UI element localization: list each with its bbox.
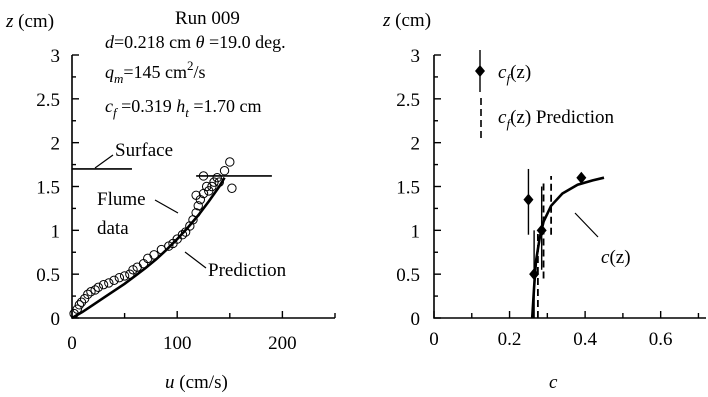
surface-label: Surface	[115, 140, 173, 161]
left-y-tick-label: 0	[51, 309, 61, 330]
left-axes: 0 0.5 1 1.5 2 2.5 3 0 100 200	[36, 46, 336, 354]
prediction-curve	[71, 177, 226, 320]
flume-data-point	[76, 297, 87, 307]
flume-data-point	[98, 279, 109, 290]
right-chart: z (cm) 0 0.5 1 1.5 2 2.5 3 0 0.2 0.4 0.6 c cf(z) c…	[382, 10, 706, 393]
flume-data-point	[149, 250, 159, 260]
prediction-pointer	[184, 251, 207, 269]
flume-data-point	[109, 275, 119, 286]
legend-predicted-label: cf(z) Prediction	[498, 107, 615, 131]
left-axis-frame	[71, 55, 335, 319]
right-y-tick-label: 2.5	[396, 90, 420, 111]
flume-data-point	[185, 221, 195, 231]
cf-data-point	[576, 171, 587, 184]
flume-data-point	[191, 190, 201, 200]
flume-data-point	[212, 173, 222, 183]
run-title: Run 009	[175, 8, 240, 29]
flume-label-1: Flume	[97, 189, 146, 210]
flume-data-point	[198, 171, 209, 181]
right-y-tick-label: 0	[411, 309, 421, 330]
right-legend: cf(z) cf(z) Prediction	[475, 50, 615, 138]
right-y-axis-label: z (cm)	[382, 10, 431, 31]
right-x-axis-label: c	[549, 372, 558, 393]
cf-data-point	[523, 193, 534, 206]
flume-data-point	[114, 272, 125, 283]
flume-data-point	[177, 230, 188, 240]
right-axes: 0 0.5 1 1.5 2 2.5 3 0 0.2 0.4 0.6	[396, 46, 706, 350]
surface-pointer	[94, 154, 114, 169]
left-x-tick-label: 0	[67, 333, 77, 354]
left-chart: z (cm) Run 009 d=0.218 cm θ =19.0 deg. q…	[5, 8, 336, 393]
cf-data-point	[529, 268, 540, 281]
left-plot-area	[69, 157, 272, 320]
right-x-tick-label: 0.2	[498, 329, 522, 350]
flume-data-point	[74, 300, 85, 310]
curve-label: c(z)	[601, 247, 631, 268]
flume-data-point	[201, 181, 212, 192]
info-d-theta: d=0.218 cm θ =19.0 deg.	[105, 32, 286, 52]
right-y-tick-label: 1.5	[396, 178, 420, 199]
flume-data-point	[227, 183, 237, 193]
left-y-tick-label: 3	[51, 46, 61, 67]
left-y-tick-label: 2	[51, 134, 61, 155]
flume-data-point	[143, 253, 153, 264]
left-info-block: Run 009 d=0.218 cm θ =19.0 deg. qm=145 c…	[105, 8, 286, 120]
right-x-tick-label: 0.6	[649, 329, 673, 350]
right-plot-area	[523, 168, 605, 319]
left-annotations: Surface Flume data Prediction	[94, 140, 287, 281]
flume-data-point	[93, 282, 104, 293]
left-y-tick-label: 0.5	[36, 265, 60, 286]
info-cf-ht: cf =0.319 ht =1.70 cm	[105, 96, 262, 120]
left-x-tick-label: 100	[163, 333, 192, 354]
right-x-tick-label: 0	[429, 329, 439, 350]
left-y-tick-label: 2.5	[36, 90, 60, 111]
flume-pointer	[154, 199, 179, 214]
flume-data-point	[193, 201, 203, 211]
info-qm: qm=145 cm2/s	[105, 58, 206, 86]
flume-data-point	[219, 166, 230, 176]
left-ticks: 0 0.5 1 1.5 2 2.5 3 0 100 200	[36, 46, 336, 354]
flume-data-point	[119, 271, 130, 281]
flume-data-point	[72, 304, 82, 314]
right-y-tick-label: 0.5	[396, 265, 420, 286]
left-x-axis-label: u (cm/s)	[165, 372, 228, 393]
right-y-tick-label: 2	[411, 134, 421, 155]
curve-annotation: c(z)	[574, 212, 631, 268]
right-y-tick-label: 3	[411, 46, 421, 67]
prediction-label: Prediction	[208, 260, 287, 281]
cf-data-point	[536, 224, 547, 237]
flume-data-point	[83, 289, 93, 300]
curve-pointer	[574, 212, 599, 238]
flume-data-point	[225, 157, 235, 167]
left-y-tick-label: 1	[51, 221, 61, 242]
right-x-tick-label: 0.4	[573, 329, 597, 350]
left-x-tick-label: 200	[268, 333, 297, 354]
right-ticks: 0 0.5 1 1.5 2 2.5 3 0 0.2 0.4 0.6	[396, 46, 700, 350]
flume-label-2: data	[97, 218, 129, 239]
left-y-tick-label: 1.5	[36, 178, 60, 199]
left-y-axis-label: z (cm)	[5, 11, 54, 32]
flume-data-point	[104, 278, 114, 288]
right-axis-frame	[433, 55, 706, 319]
flume-data-point	[90, 285, 100, 295]
right-y-tick-label: 1	[411, 221, 421, 242]
flume-data-point	[86, 287, 96, 297]
legend-measured-label: cf(z)	[498, 62, 531, 86]
legend-measured-marker	[475, 50, 485, 92]
flume-data-point	[207, 181, 217, 192]
